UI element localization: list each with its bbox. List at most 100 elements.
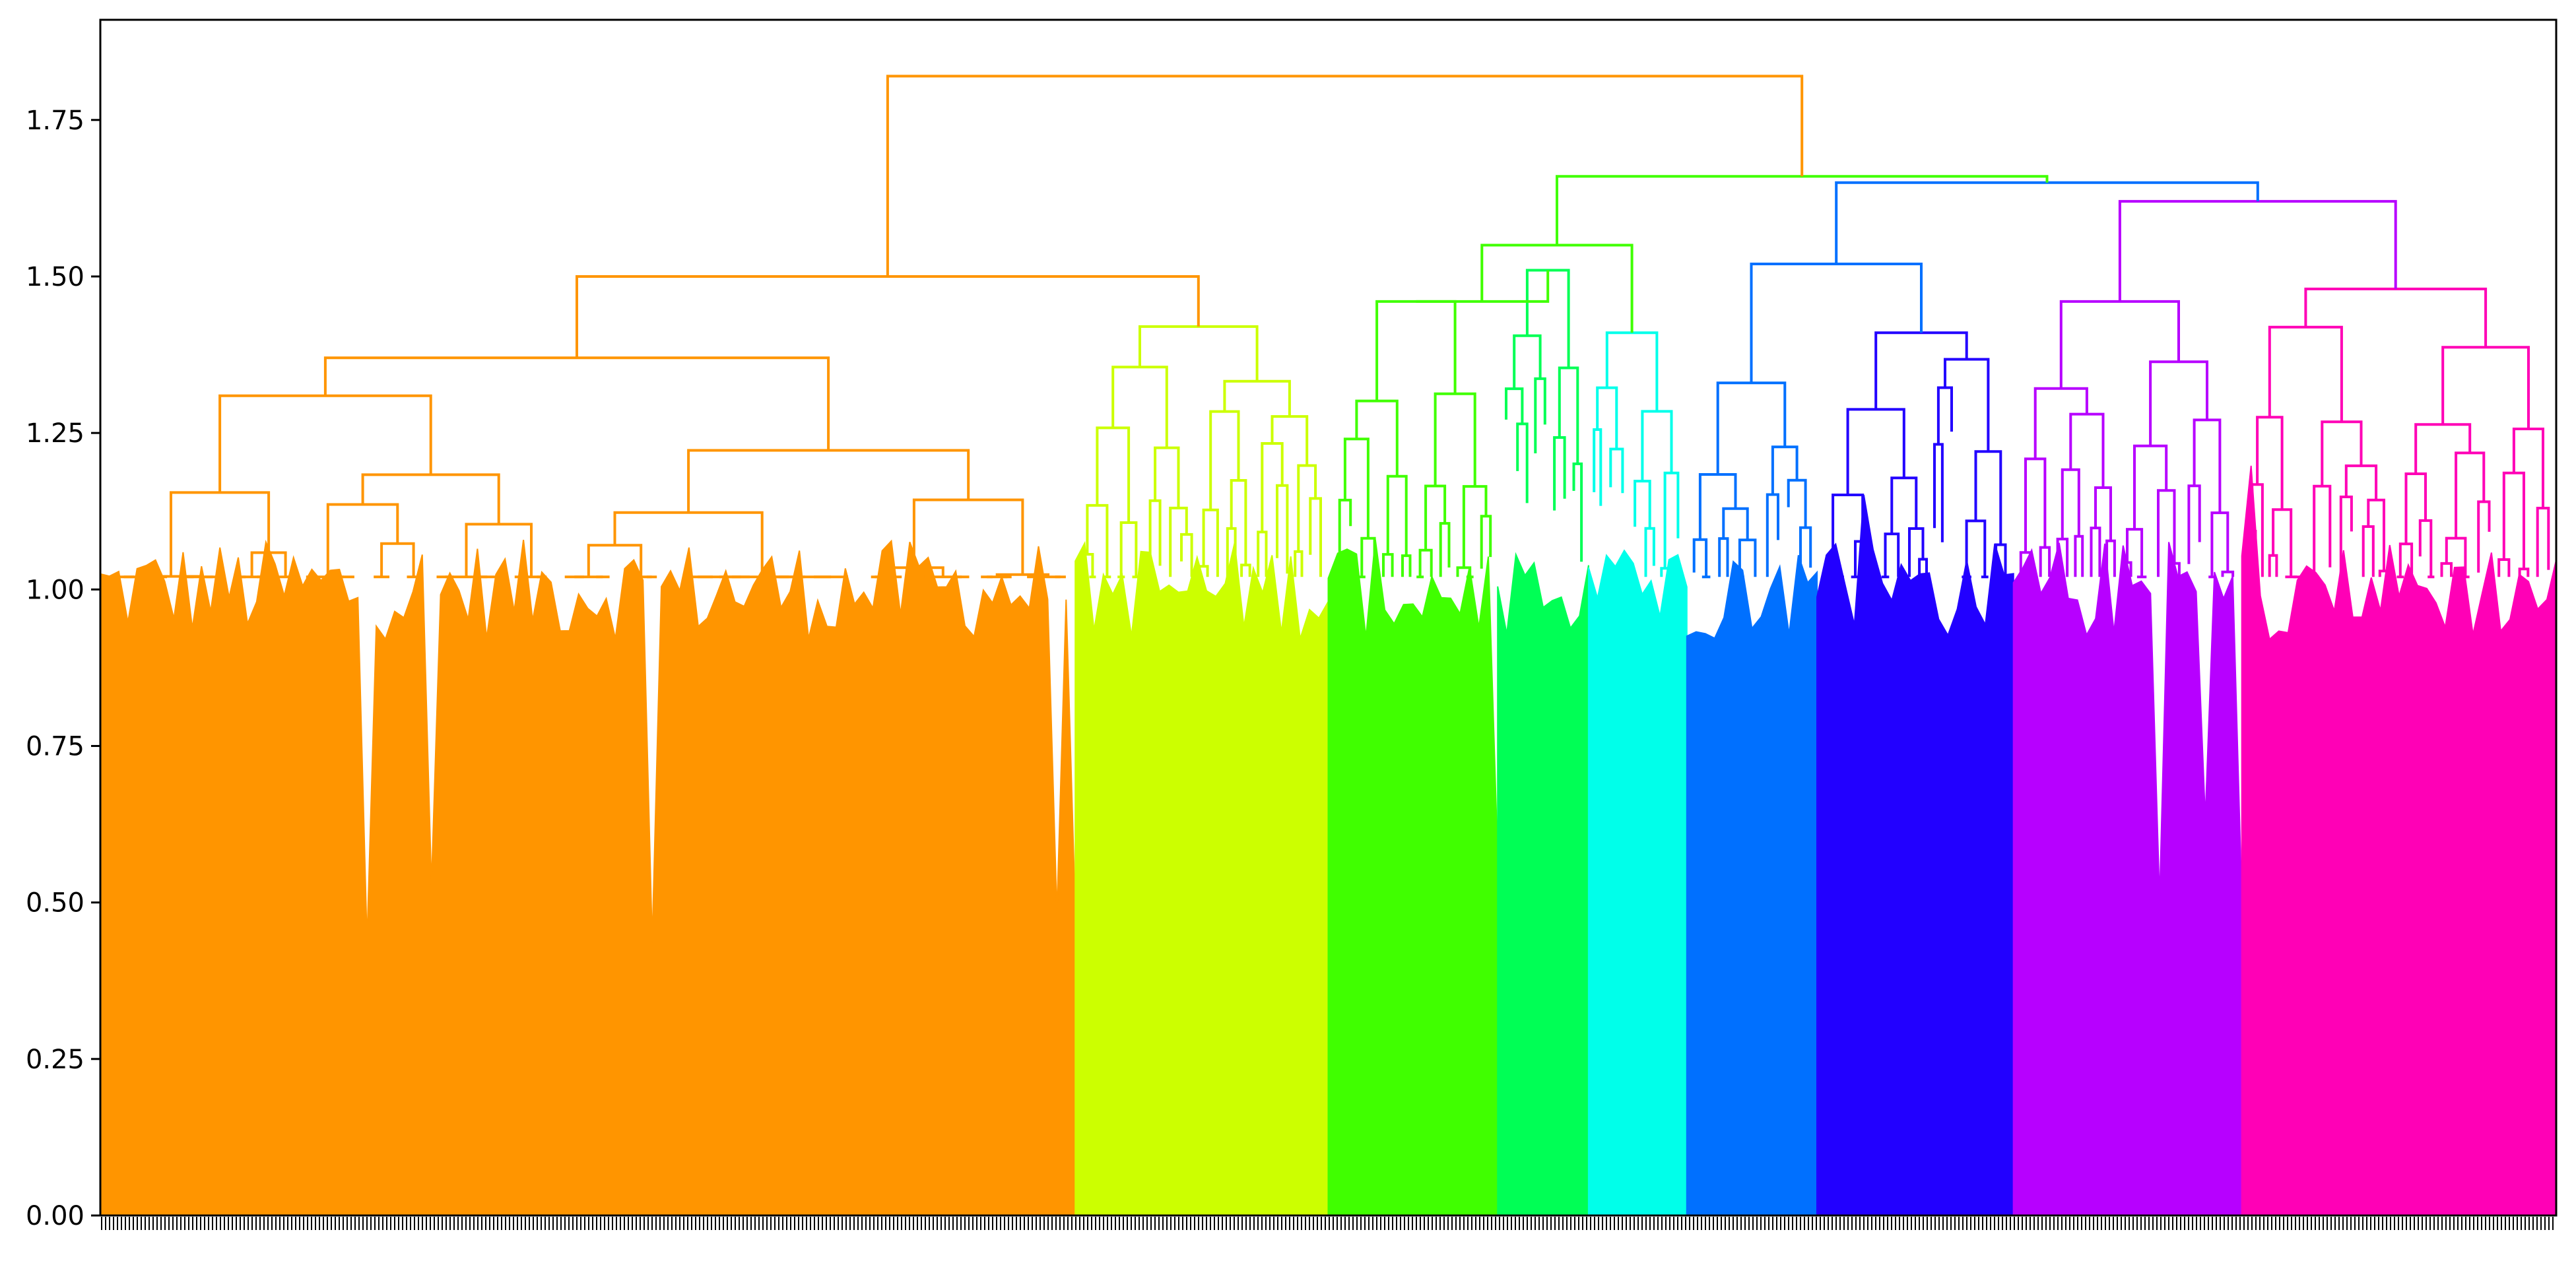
dendrogram-link bbox=[1908, 527, 1925, 577]
cluster-fill bbox=[100, 539, 1076, 1216]
y-tick-label: 0.75 bbox=[26, 731, 84, 761]
dendrogram-link bbox=[1505, 387, 1524, 424]
dendrogram-link bbox=[1692, 538, 1708, 577]
y-tick-label: 0.00 bbox=[26, 1201, 84, 1231]
dendrogram-link bbox=[1974, 450, 2002, 545]
cluster-fill bbox=[1327, 539, 1499, 1216]
dendrogram-link bbox=[2193, 418, 2222, 513]
dendrogram-link bbox=[1169, 506, 1188, 577]
dendrogram-link bbox=[1386, 474, 1408, 556]
dendrogram-link bbox=[1382, 553, 1394, 577]
dendrogram-link bbox=[1884, 533, 1900, 577]
dendrogram-link bbox=[323, 356, 830, 451]
dendrogram-link bbox=[1198, 565, 1209, 577]
dendrogram-link bbox=[1209, 410, 1240, 510]
dendrogram-link bbox=[1846, 408, 1905, 495]
dendrogram-link bbox=[1534, 377, 1546, 453]
dendrogram-link bbox=[1297, 464, 1317, 552]
dendrogram-link bbox=[2321, 420, 2363, 486]
dendrogram-link bbox=[1936, 386, 1953, 445]
dendrogram-link bbox=[2404, 472, 2427, 544]
dendrogram-link bbox=[2126, 528, 2144, 577]
dendrogram-link bbox=[1424, 484, 1447, 550]
dendrogram-link bbox=[380, 542, 415, 577]
dendrogram-link bbox=[2497, 558, 2511, 577]
dendrogram-link bbox=[1663, 471, 1680, 569]
dendrogram-link bbox=[1553, 436, 1566, 511]
dendrogram-link bbox=[1593, 428, 1602, 506]
dendrogram-link bbox=[2090, 527, 2101, 577]
dendrogram-link bbox=[1558, 366, 1579, 464]
dendrogram-link bbox=[361, 473, 500, 525]
dendrogram-link bbox=[2313, 484, 2332, 577]
dendrogram-link bbox=[1634, 480, 1651, 529]
dendrogram-link bbox=[2069, 412, 2105, 488]
cluster-fill bbox=[1816, 494, 2014, 1216]
dendrogram-link bbox=[2518, 567, 2530, 577]
dendrogram-link bbox=[1343, 437, 1370, 538]
dendrogram-link bbox=[2074, 534, 2084, 577]
dendrogram-link bbox=[1154, 446, 1180, 508]
dendrogram-link bbox=[1933, 443, 1944, 542]
dendrogram-link bbox=[1257, 531, 1268, 577]
dendrogram-link bbox=[2039, 546, 2051, 577]
dendrogram-link bbox=[1766, 493, 1779, 577]
dendrogram-link bbox=[1375, 300, 1457, 401]
dendrogram-link bbox=[2033, 387, 2088, 459]
dendrogram-link bbox=[1771, 445, 1799, 495]
dendrogram-link bbox=[1698, 473, 1737, 540]
dendrogram-link bbox=[2441, 346, 2530, 429]
top-merge-link bbox=[886, 75, 1804, 276]
dendrogram-link bbox=[1119, 521, 1138, 577]
plot-frame bbox=[99, 18, 2558, 1217]
y-tick-label: 0.25 bbox=[26, 1045, 84, 1075]
dendrogram-link bbox=[218, 394, 432, 493]
dendrogram-link bbox=[1180, 533, 1193, 577]
dendrogram-link bbox=[2094, 486, 2112, 541]
dendrogram-link bbox=[1718, 537, 1729, 577]
dendrogram-link bbox=[1787, 478, 1807, 528]
dendrogram-link bbox=[2221, 570, 2235, 577]
dendrogram-link bbox=[1240, 564, 1251, 577]
dendrogram-link bbox=[1605, 331, 1659, 412]
x-axis-leaf-ticks bbox=[101, 1217, 2554, 1230]
top-merge-links bbox=[576, 75, 2397, 383]
dendrogram-link bbox=[2304, 287, 2488, 348]
dendrogram-link bbox=[1096, 426, 1131, 523]
top-merge-link bbox=[1480, 243, 1634, 333]
x-leaf-ticks bbox=[101, 1217, 2554, 1230]
dendrogram-link bbox=[2477, 500, 2491, 573]
dendrogram-link bbox=[2133, 444, 2168, 530]
dendrogram-link bbox=[2187, 484, 2201, 564]
dendrogram-link bbox=[2367, 498, 2385, 571]
dendrogram-link bbox=[1716, 381, 1787, 474]
dendrogram-link bbox=[1572, 462, 1583, 562]
dendrogram-link bbox=[2536, 507, 2550, 577]
y-tick-label: 1.75 bbox=[26, 106, 84, 136]
dendrogram-link bbox=[1309, 497, 1322, 577]
dendrogram-link bbox=[2440, 562, 2453, 577]
dendrogram-link bbox=[1965, 519, 1987, 577]
dendrogram-link bbox=[1890, 476, 1918, 534]
cluster-fill bbox=[1074, 540, 1329, 1216]
y-tick-label: 1.50 bbox=[26, 262, 84, 292]
cluster-fill bbox=[1497, 552, 1589, 1216]
dendrogram-link bbox=[1271, 415, 1309, 466]
dendrogram-link bbox=[326, 503, 399, 577]
top-merge-link bbox=[1835, 181, 2259, 264]
dendrogram-link bbox=[1401, 554, 1412, 577]
dendrogram-link bbox=[1516, 422, 1529, 503]
top-merge-link bbox=[1556, 175, 2049, 245]
dendrogram-link bbox=[1139, 325, 1259, 381]
dendrogram-link bbox=[2061, 468, 2080, 539]
dendrogram-link bbox=[2361, 525, 2375, 577]
dendrogram-link bbox=[2059, 300, 2180, 389]
dendrogram-link bbox=[1439, 522, 1451, 577]
top-merge-link bbox=[576, 275, 1200, 358]
y-tick-label: 1.25 bbox=[26, 418, 84, 449]
dendrogram-link bbox=[1418, 548, 1433, 577]
dendrogram-link bbox=[2256, 416, 2284, 510]
dendrogram-link bbox=[687, 449, 970, 513]
cluster-fill bbox=[1587, 549, 1688, 1216]
